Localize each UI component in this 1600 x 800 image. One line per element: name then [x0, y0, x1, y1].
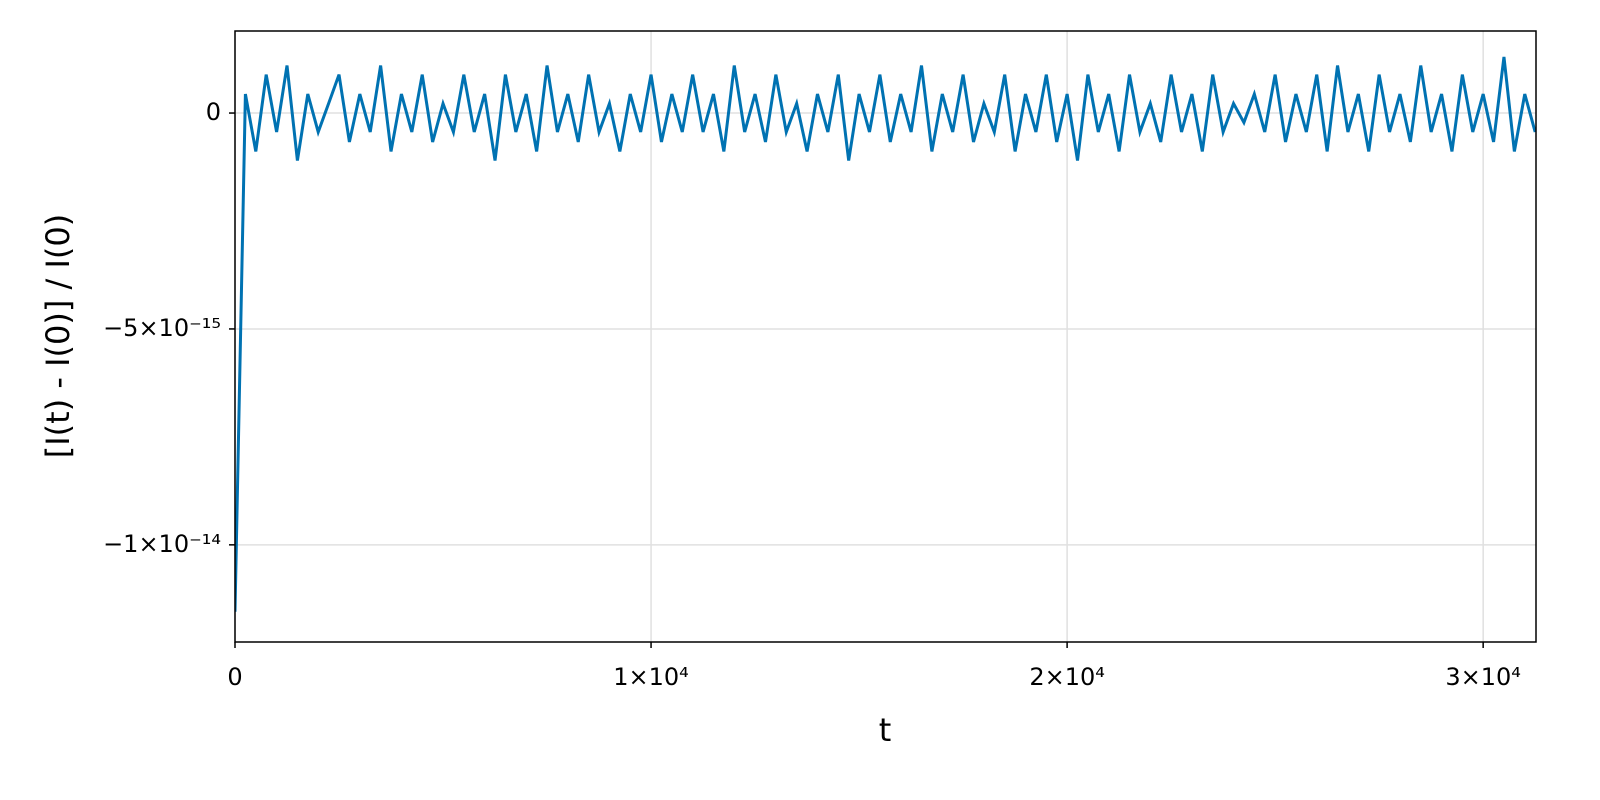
y-tick-label: 0	[206, 98, 221, 126]
y-axis-label: [I(t) - I(0)] / I(0)	[39, 214, 77, 458]
x-tick-label: 0	[227, 663, 242, 691]
x-axis-label: t	[879, 711, 892, 749]
data-line	[235, 56, 1536, 612]
y-tick-label: −5×10⁻¹⁵	[103, 314, 221, 342]
plot-area	[235, 56, 1536, 612]
x-tick-label: 1×10⁴	[613, 663, 689, 691]
x-tick-label: 3×10⁴	[1445, 663, 1521, 691]
plot-frame	[234, 30, 1537, 643]
y-tick-label: −1×10⁻¹⁴	[103, 530, 221, 558]
x-tick-label: 2×10⁴	[1029, 663, 1105, 691]
